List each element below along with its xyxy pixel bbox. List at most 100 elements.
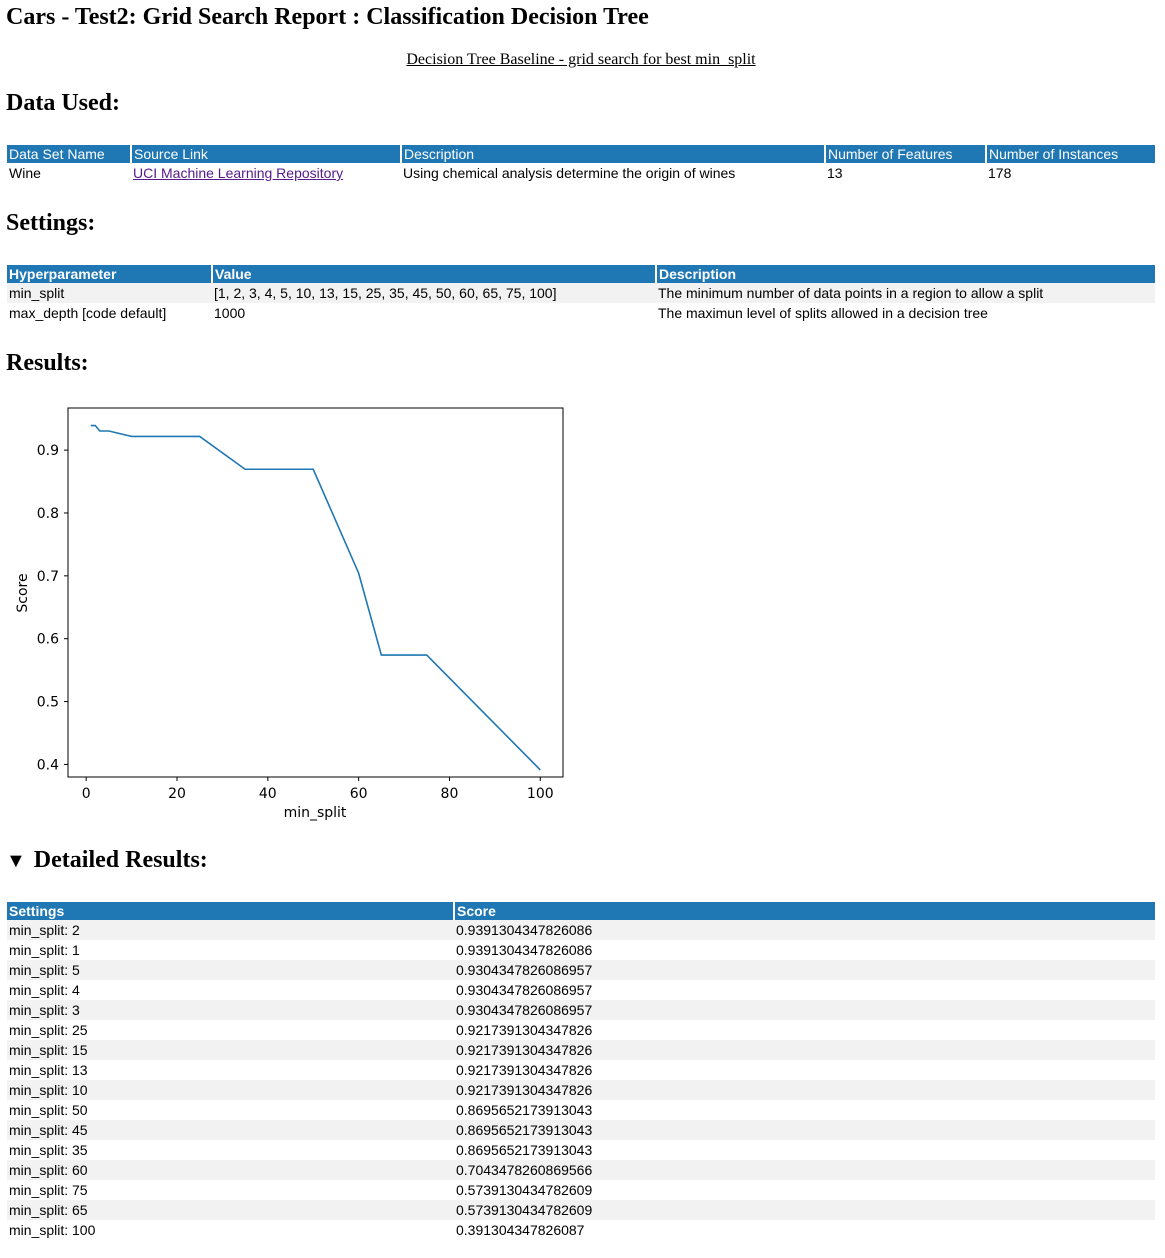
setting-cell: min_split: 15 xyxy=(7,1040,454,1060)
features-cell: 13 xyxy=(827,165,843,181)
table-row: min_split: 45 0.8695652173913043 xyxy=(7,1120,1155,1140)
setting-cell: min_split: 2 xyxy=(7,920,454,940)
column-header: Description xyxy=(655,265,1155,283)
dataset-name-cell: Wine xyxy=(9,165,41,181)
score-cell: 0.8695652173913043 xyxy=(456,1142,593,1158)
column-header: Number of Features xyxy=(824,145,986,163)
column-header: Value xyxy=(211,265,656,283)
table-row: min_split: 4 0.9304347826086957 xyxy=(7,980,1155,1000)
detailed-results-summary[interactable]: ▼ Detailed Results: xyxy=(6,847,208,874)
table-row: min_split [1, 2, 3, 4, 5, 10, 13, 15, 25… xyxy=(7,283,1155,303)
score-cell: 0.9391304347826086 xyxy=(454,920,1155,940)
x-tick-label: 60 xyxy=(350,786,368,802)
column-header: Number of Instances xyxy=(985,145,1155,163)
table-row: min_split: 3 0.9304347826086957 xyxy=(7,1000,1155,1020)
column-header: Score xyxy=(453,902,1155,920)
y-tick-label: 0.8 xyxy=(37,506,59,522)
table-row: min_split: 35 0.8695652173913043 xyxy=(7,1140,1155,1160)
data-used-table: Data Set Name Source Link Description Nu… xyxy=(7,145,1155,183)
table-row: min_split: 1 0.9391304347826086 xyxy=(7,940,1155,960)
setting-cell: min_split: 5 xyxy=(7,960,454,980)
source-link[interactable]: UCI Machine Learning Repository xyxy=(133,165,344,181)
setting-cell: min_split: 3 xyxy=(7,1000,454,1020)
page-subtitle: Decision Tree Baseline - grid search for… xyxy=(406,51,756,68)
y-tick-label: 0.6 xyxy=(37,632,59,648)
table-row: min_split: 60 0.7043478260869566 xyxy=(7,1160,1155,1180)
table-header-row: Hyperparameter Value Description xyxy=(7,265,1155,283)
setting-cell: min_split: 75 xyxy=(9,1182,88,1198)
score-cell: 0.9217391304347826 xyxy=(454,1040,1155,1060)
section-heading-data-used: Data Used: xyxy=(6,90,120,116)
score-cell: 0.9304347826086957 xyxy=(454,960,1155,980)
x-tick-label: 20 xyxy=(168,786,186,802)
score-cell: 0.9217391304347826 xyxy=(456,1062,593,1078)
settings-table: Hyperparameter Value Description min_spl… xyxy=(7,265,1155,323)
y-axis-label: Score xyxy=(15,573,31,612)
score-cell: 0.5739130434782609 xyxy=(454,1200,1155,1220)
x-axis: 0 20 40 60 80 100 xyxy=(82,777,554,802)
y-tick-label: 0.4 xyxy=(37,757,59,773)
hyperparameter-cell: min_split xyxy=(7,283,212,303)
table-header-row: Data Set Name Source Link Description Nu… xyxy=(7,145,1155,163)
instances-cell: 178 xyxy=(988,165,1012,181)
setting-cell: min_split: 50 xyxy=(9,1102,88,1118)
hyperparameter-cell: max_depth [code default] xyxy=(9,305,167,321)
setting-cell: min_split: 25 xyxy=(9,1022,88,1038)
table-row: Wine UCI Machine Learning Repository Usi… xyxy=(7,163,1155,183)
detailed-results-body: min_split: 2 0.9391304347826086 min_split:… xyxy=(7,920,1155,1240)
setting-cell: min_split: 35 xyxy=(9,1142,88,1158)
setting-cell: min_split: 1 xyxy=(9,942,80,958)
score-cell: 0.391304347826087 xyxy=(456,1222,585,1238)
detailed-results-table: Settings Score min_split: 2 0.93913043478… xyxy=(7,902,1155,1240)
table-row: min_split: 25 0.9217391304347826 xyxy=(7,1020,1155,1040)
y-axis: 0.4 0.5 0.6 0.7 0.8 0.9 xyxy=(37,443,68,773)
column-header: Hyperparameter xyxy=(7,265,212,283)
score-cell: 0.9217391304347826 xyxy=(454,1080,1155,1100)
y-tick-label: 0.9 xyxy=(37,443,59,459)
table-row: min_split: 2 0.9391304347826086 xyxy=(7,920,1155,940)
disclosure-triangle-icon[interactable]: ▼ xyxy=(6,850,26,872)
table-row: min_split: 5 0.9304347826086957 xyxy=(7,960,1155,980)
score-series-line xyxy=(90,424,541,771)
column-header: Settings xyxy=(7,902,454,920)
score-cell: 0.9304347826086957 xyxy=(454,1000,1155,1020)
section-heading-results: Results: xyxy=(6,350,89,376)
setting-cell: min_split: 100 xyxy=(9,1222,96,1238)
results-line-chart: 0 20 40 60 80 100 0.4 0.5 0.6 0.7 0.8 0.9 min_spli… xyxy=(15,407,564,821)
table-row: min_split: 13 0.9217391304347826 xyxy=(7,1060,1155,1080)
setting-cell: min_split: 65 xyxy=(7,1200,454,1220)
score-cell: 0.8695652173913043 xyxy=(456,1102,593,1118)
column-header: Source Link xyxy=(130,145,401,163)
table-row: min_split: 65 0.5739130434782609 xyxy=(7,1200,1155,1220)
score-cell: 0.9391304347826086 xyxy=(456,942,593,958)
source-link-cell: UCI Machine Learning Repository xyxy=(131,163,401,183)
score-cell: 0.9217391304347826 xyxy=(456,1022,593,1038)
description-cell: Using chemical analysis determine the or… xyxy=(403,165,736,181)
table-header-row: Settings Score xyxy=(7,902,1155,920)
score-cell: 0.7043478260869566 xyxy=(454,1160,1155,1180)
plot-frame xyxy=(67,407,564,778)
column-header: Data Set Name xyxy=(7,145,131,163)
description-cell: The minimum number of data points in a r… xyxy=(656,283,1155,303)
x-axis-label: min_split xyxy=(284,805,347,821)
table-row: min_split: 50 0.8695652173913043 xyxy=(7,1100,1155,1120)
score-cell: 0.5739130434782609 xyxy=(456,1182,593,1198)
x-tick-label: 100 xyxy=(527,786,554,802)
value-cell: [1, 2, 3, 4, 5, 10, 13, 15, 25, 35, 45, … xyxy=(212,283,656,303)
score-cell: 0.9304347826086957 xyxy=(456,982,593,998)
table-row: min_split: 10 0.9217391304347826 xyxy=(7,1080,1155,1100)
section-heading-settings: Settings: xyxy=(6,210,96,236)
setting-cell: min_split: 10 xyxy=(7,1080,454,1100)
setting-cell: min_split: 13 xyxy=(9,1062,88,1078)
y-tick-label: 0.7 xyxy=(37,569,59,585)
setting-cell: min_split: 4 xyxy=(9,982,80,998)
table-row: min_split: 100 0.391304347826087 xyxy=(7,1220,1155,1240)
score-cell: 0.8695652173913043 xyxy=(454,1120,1155,1140)
x-tick-label: 80 xyxy=(441,786,459,802)
x-tick-label: 0 xyxy=(82,786,91,802)
page-title: Cars - Test2: Grid Search Report : Class… xyxy=(6,4,649,30)
section-heading-detailed: Detailed Results: xyxy=(33,847,208,873)
description-cell: The maximun level of splits allowed in a… xyxy=(658,305,988,321)
table-row: max_depth [code default] 1000 The maximu… xyxy=(7,303,1155,323)
